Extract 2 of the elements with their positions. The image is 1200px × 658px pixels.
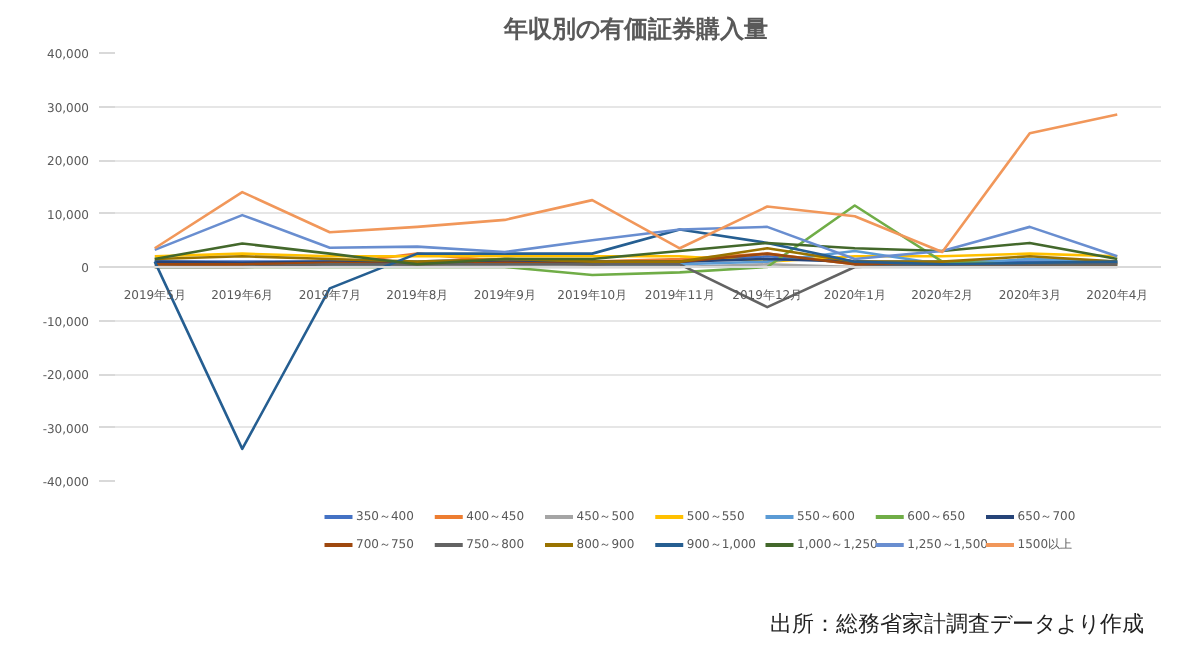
chart-title: 年収別の有価証券購入量 <box>502 15 768 43</box>
text: 出所：総務省家計調査データより作成 <box>769 611 1144 637</box>
